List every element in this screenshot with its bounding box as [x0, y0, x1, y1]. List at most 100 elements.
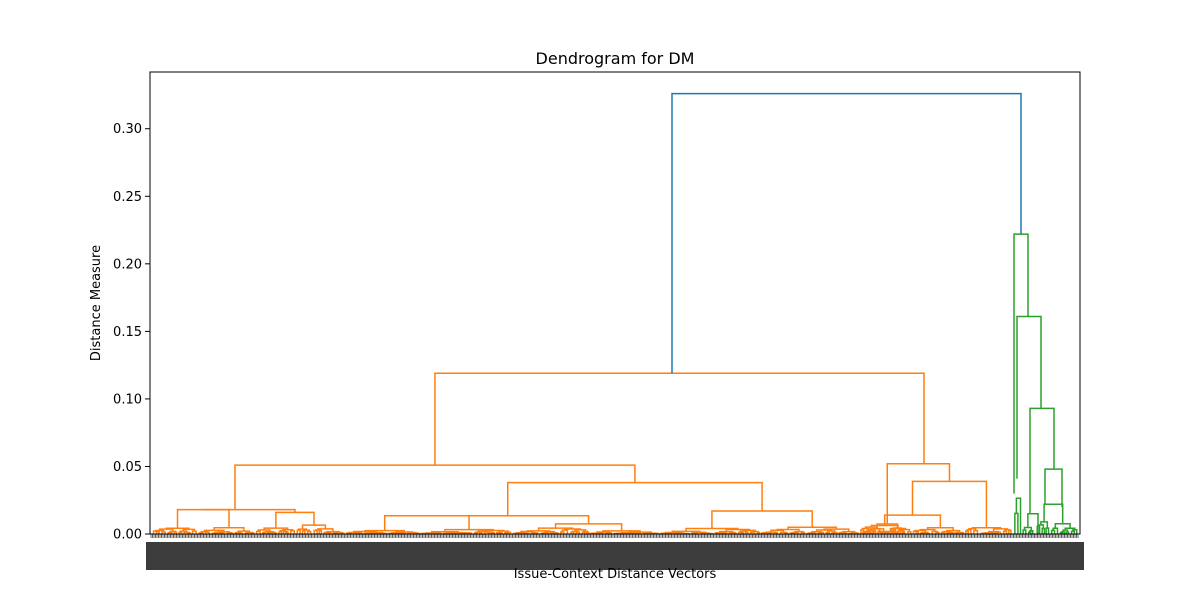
dendrogram-link [347, 531, 360, 534]
dendrogram-link [1029, 407, 1055, 514]
dendrogram-link [1022, 529, 1027, 534]
dendrogram-link [369, 531, 384, 534]
dendrogram-link [213, 526, 245, 532]
dendrogram-link [994, 532, 999, 534]
dendrogram-link [935, 531, 940, 534]
dendrogram-link [203, 508, 296, 513]
dendrogram-link [819, 531, 824, 534]
dendrogram-link [571, 530, 579, 533]
dendrogram-link [1013, 233, 1029, 494]
dendrogram-link [1029, 530, 1034, 534]
dendrogram-link [1008, 529, 1012, 534]
dendrogram-link [314, 529, 322, 531]
dendrogram-link [1062, 529, 1069, 533]
dendrogram-link [1027, 512, 1039, 534]
dendrogram-link [863, 530, 871, 533]
dendrogram-link [199, 531, 204, 534]
dendrogram-link [301, 524, 327, 530]
dendrogram-link [477, 530, 489, 533]
dendrogram-link [313, 529, 318, 534]
dendrogram-link [165, 527, 190, 530]
dendrogram-link [765, 531, 777, 533]
dendrogram-link [971, 527, 1002, 529]
dendrogram-link [498, 530, 510, 533]
dendrogram-link [255, 530, 261, 534]
dendrogram-link [596, 531, 610, 534]
dendrogram-link [1045, 527, 1050, 534]
dendrogram-link [217, 531, 231, 533]
dendrogram-link [487, 531, 494, 534]
dendrogram-link [968, 528, 977, 531]
dendrogram-link [1004, 528, 1011, 532]
dendrogram-link [506, 481, 763, 516]
dendrogram-link [1059, 531, 1064, 534]
dendrogram-link [898, 528, 905, 534]
chart-title: Dendrogram for DM [536, 49, 695, 68]
dendrogram-link [742, 529, 757, 532]
dendrogram-link [325, 530, 340, 533]
dendrogram-link [426, 515, 590, 524]
dendrogram-link [1015, 497, 1022, 534]
y-axis-title: Distance Measure [89, 245, 104, 361]
dendrogram-link [1014, 512, 1019, 534]
dendrogram-link [391, 531, 402, 534]
dendrogram-link [883, 514, 942, 528]
x-axis [146, 534, 1084, 570]
dendrogram-link [740, 532, 744, 534]
dendrogram-link [1002, 530, 1008, 534]
dendrogram-link [664, 531, 680, 534]
dendrogram-link [955, 531, 959, 534]
dendrogram-link [907, 531, 912, 534]
dendrogram-link [751, 530, 760, 533]
dendrogram-link [787, 526, 838, 530]
dendrogram-link [825, 531, 831, 534]
dendrogram-link [296, 529, 301, 534]
y-tick-label: 0.15 [113, 325, 142, 340]
dendrogram-link [478, 531, 483, 534]
dendrogram-link [1041, 527, 1046, 534]
dendrogram-link [744, 531, 749, 534]
y-tick-label: 0.30 [113, 122, 142, 137]
dendrogram-link [701, 532, 710, 534]
dendrogram-link [1023, 526, 1033, 531]
dendrogram-link [839, 531, 847, 534]
dendrogram-link [505, 531, 512, 534]
dendrogram-link [333, 532, 339, 534]
dendrogram-link [496, 531, 502, 534]
dendrogram-link [808, 532, 816, 534]
dendrogram-link [265, 530, 275, 533]
dendrogram-link [335, 531, 344, 534]
dendrogram-link [176, 508, 230, 529]
plot-frame [149, 71, 1081, 535]
dendrogram-link [872, 530, 876, 534]
dendrogram-link [886, 463, 951, 524]
dendrogram-link [434, 372, 925, 466]
dendrogram-link [729, 531, 736, 534]
dendrogram-link [564, 528, 582, 531]
dendrogram-link [965, 530, 969, 534]
dendrogram-link [711, 510, 813, 529]
dendrogram-link [973, 529, 979, 534]
dendrogram-link [395, 531, 414, 533]
y-axis: 0.00 0.05 0.10 0.15 0.20 0.25 0.30 [113, 122, 150, 543]
x-axis-title: Issue-Context Distance Vectors [514, 567, 717, 582]
dendrogram-link [191, 530, 197, 534]
dendrogram-link [869, 528, 885, 532]
dendrogram-link [897, 529, 902, 534]
dendrogram-link [1044, 468, 1063, 507]
dendrogram-link [234, 464, 636, 510]
dendrogram-link [1070, 530, 1076, 534]
dendrogram-link [245, 531, 253, 534]
dendrogram-link [693, 531, 707, 534]
dendrogram-link [560, 531, 565, 534]
y-tick-label: 0.25 [113, 190, 142, 205]
dendrogram-link [942, 530, 952, 533]
dendrogram-link [1016, 315, 1042, 479]
dendrogram-link [1052, 527, 1059, 534]
dendrogram-link [940, 531, 946, 534]
dendrogram-link [179, 530, 188, 533]
dendrogram-link [249, 532, 255, 534]
dendrogram-link [911, 480, 988, 528]
dendrogram-link [756, 531, 761, 534]
